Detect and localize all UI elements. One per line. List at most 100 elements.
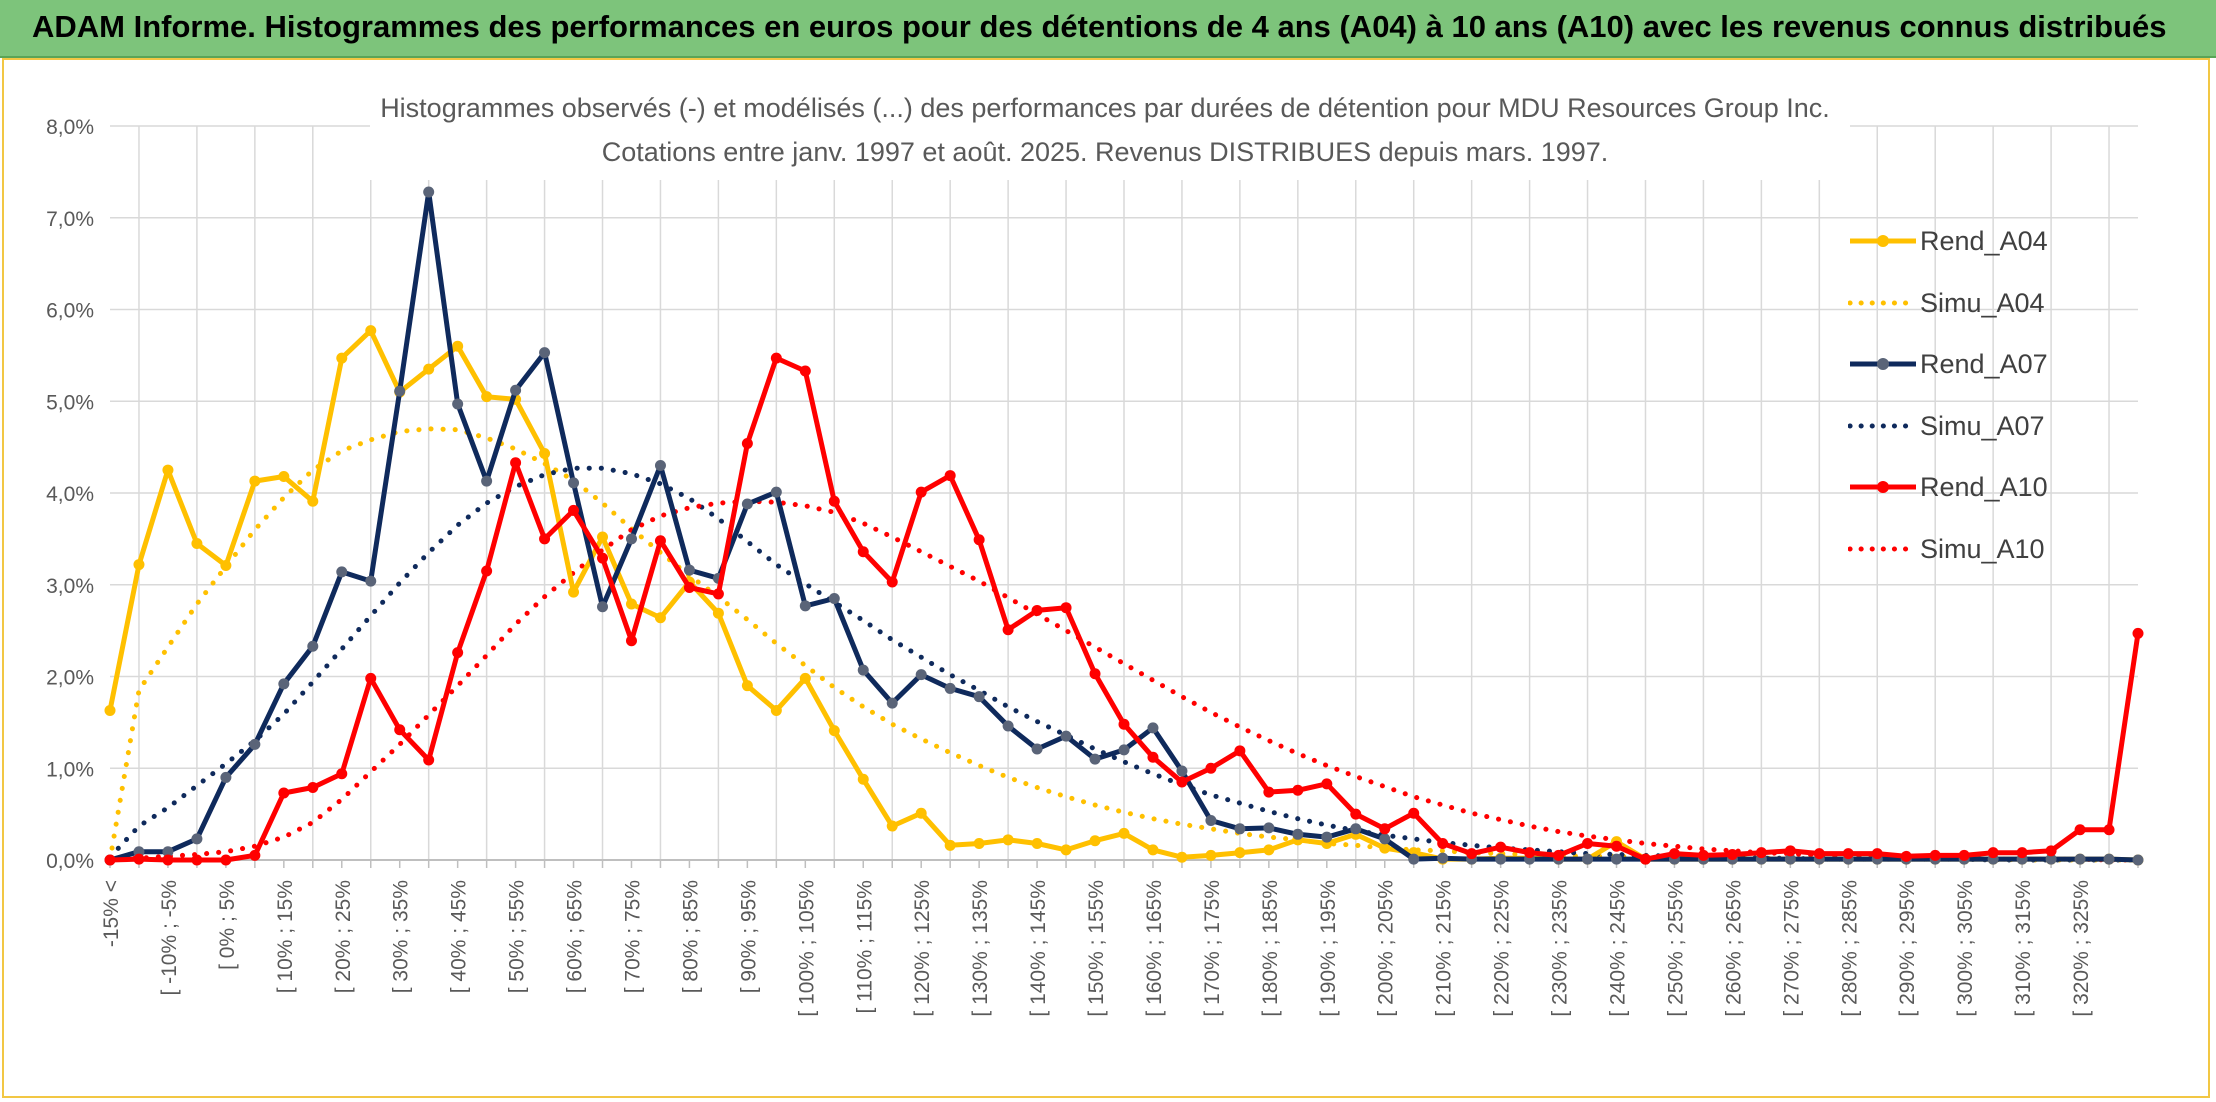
data-point <box>886 576 898 588</box>
legend-swatch <box>1850 235 1916 247</box>
data-point <box>915 669 927 681</box>
data-point <box>365 672 377 684</box>
legend-marker <box>1877 481 1889 493</box>
data-point <box>1321 778 1333 790</box>
data-point <box>220 771 232 783</box>
data-point <box>1668 848 1680 860</box>
data-point <box>249 849 261 861</box>
data-point <box>162 854 174 866</box>
data-point <box>1089 668 1101 680</box>
legend-item: Rend_A10 <box>1848 472 2068 534</box>
data-point <box>365 325 377 337</box>
data-point <box>712 607 724 619</box>
data-point <box>2132 854 2144 866</box>
data-point <box>1118 827 1130 839</box>
x-tick-label: [ 30% ; 35% <box>390 880 413 993</box>
data-point <box>828 725 840 737</box>
data-point <box>133 853 145 865</box>
data-point <box>1582 853 1594 865</box>
x-tick-label: [ 320% ; 325% <box>2070 880 2093 1017</box>
x-tick-label: [ 210% ; 215% <box>1433 880 1456 1017</box>
x-tick-label: [ 180% ; 185% <box>1259 880 1282 1017</box>
data-point <box>799 672 811 684</box>
data-point <box>1929 849 1941 861</box>
data-point <box>973 691 985 703</box>
data-point <box>1379 823 1391 835</box>
data-point <box>568 477 580 489</box>
data-point <box>1379 842 1391 854</box>
data-point <box>1205 762 1217 774</box>
data-point <box>307 495 319 507</box>
data-point <box>1118 718 1130 730</box>
data-point <box>597 552 609 564</box>
x-tick-label: [ 190% ; 195% <box>1317 880 1340 1017</box>
data-point <box>278 678 290 690</box>
data-point <box>1147 844 1159 856</box>
legend-item: Rend_A07 <box>1848 349 2068 411</box>
y-tick-label: 3,0% <box>46 575 94 598</box>
data-point <box>654 612 666 624</box>
data-point <box>828 495 840 507</box>
data-point <box>1495 853 1507 865</box>
data-point <box>278 787 290 799</box>
x-tick-label: [ 260% ; 265% <box>1722 880 1745 1017</box>
x-tick-label: [ 160% ; 165% <box>1143 880 1166 1017</box>
legend-swatch <box>1848 300 1918 305</box>
legend-swatch <box>1850 481 1916 493</box>
data-point <box>1611 853 1623 865</box>
data-point <box>1437 837 1449 849</box>
data-point <box>278 470 290 482</box>
data-point <box>1958 849 1970 861</box>
data-point <box>1031 604 1043 616</box>
data-point <box>249 475 261 487</box>
y-tick-label: 5,0% <box>46 391 94 414</box>
report-banner: ADAM Informe. Histogrammes des performan… <box>0 0 2216 58</box>
data-point <box>1205 849 1217 861</box>
data-point <box>1176 776 1188 788</box>
data-point <box>1842 848 1854 860</box>
data-point <box>510 384 522 396</box>
data-point <box>1176 851 1188 863</box>
data-point <box>191 854 203 866</box>
data-point <box>568 504 580 516</box>
data-point <box>886 697 898 709</box>
chart-subtitle: Cotations entre janv. 1997 et août. 2025… <box>602 137 1609 167</box>
data-point <box>1002 720 1014 732</box>
title-background <box>370 82 1850 180</box>
data-point <box>1060 602 1072 614</box>
legend-marker <box>1877 235 1889 247</box>
data-point <box>1784 853 1796 865</box>
data-point <box>191 833 203 845</box>
x-tick-label: [ 150% ; 155% <box>1085 880 1108 1017</box>
data-point <box>1176 765 1188 777</box>
data-point <box>307 640 319 652</box>
legend-swatch <box>1850 358 1916 370</box>
data-point <box>857 546 869 558</box>
data-point <box>1726 848 1738 860</box>
data-point <box>423 186 435 198</box>
data-point <box>452 647 464 659</box>
x-tick-label: [ 240% ; 245% <box>1607 880 1630 1017</box>
series-line-Simu_A07 <box>107 465 2141 863</box>
data-point <box>423 363 435 375</box>
data-point <box>1813 848 1825 860</box>
data-point <box>857 773 869 785</box>
x-tick-label: [ 80% ; 85% <box>679 880 702 993</box>
data-point <box>741 680 753 692</box>
legend-swatch <box>1848 423 1918 428</box>
x-tick-label: [ 20% ; 25% <box>332 880 355 993</box>
data-point <box>1234 847 1246 859</box>
data-point <box>1900 850 1912 862</box>
data-point <box>162 846 174 858</box>
data-point <box>336 352 348 364</box>
x-tick-label: -15% < <box>100 880 123 947</box>
data-point <box>770 704 782 716</box>
data-point <box>741 437 753 449</box>
data-point <box>625 635 637 647</box>
data-point <box>1350 823 1362 835</box>
data-point <box>712 588 724 600</box>
x-tick-label: [ 0% ; 5% <box>216 880 239 970</box>
data-point <box>191 537 203 549</box>
data-point <box>1466 848 1478 860</box>
data-point <box>1031 837 1043 849</box>
